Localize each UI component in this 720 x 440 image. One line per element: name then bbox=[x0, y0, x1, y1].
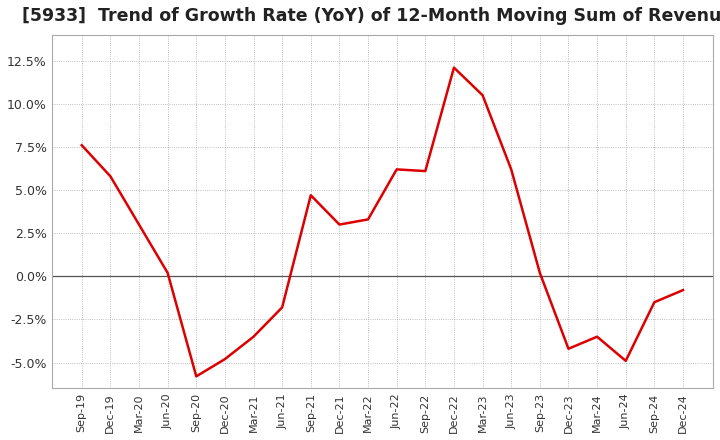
Title: [5933]  Trend of Growth Rate (YoY) of 12-Month Moving Sum of Revenues: [5933] Trend of Growth Rate (YoY) of 12-… bbox=[22, 7, 720, 25]
